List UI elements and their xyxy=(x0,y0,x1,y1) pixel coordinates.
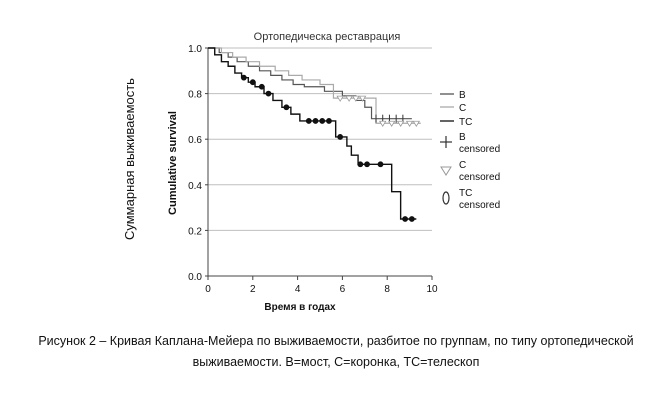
y-tick-label: 0.2 xyxy=(188,226,202,237)
censor-mark-tc xyxy=(312,118,319,124)
caption-line-2: выживаемости. В=мост, С=коронка, ТС=теле… xyxy=(192,355,480,369)
legend-label: censored xyxy=(459,172,500,183)
legend-circle-icon xyxy=(442,191,450,205)
x-tick-label: 8 xyxy=(384,284,390,295)
x-axis-label: Время в годах xyxy=(264,302,336,313)
caption-line-1: Рисунок 2 – Кривая Каплана-Мейера по выж… xyxy=(38,334,634,348)
censor-mark-tc xyxy=(319,118,326,124)
censor-mark-c xyxy=(345,95,353,102)
legend-label: C xyxy=(459,160,466,171)
y-tick-label: 0.0 xyxy=(188,272,202,283)
x-tick-label: 4 xyxy=(295,284,301,295)
censor-mark-tc xyxy=(265,90,272,97)
legend-triangle-icon xyxy=(440,166,452,176)
censor-mark-tc xyxy=(402,216,409,222)
y-tick-label: 0.6 xyxy=(188,135,202,146)
censor-mark-tc xyxy=(283,104,290,111)
censor-marks xyxy=(240,74,421,222)
censor-mark-tc xyxy=(240,74,247,81)
censor-mark-c xyxy=(396,120,405,128)
gridlines xyxy=(208,47,432,231)
censor-mark-tc xyxy=(408,216,415,222)
series-line-c xyxy=(208,47,421,124)
x-tick-label: 0 xyxy=(205,284,211,295)
censor-mark-tc xyxy=(305,118,312,124)
legend-label: B xyxy=(459,132,466,143)
y-tick-label: 0.4 xyxy=(188,181,202,192)
censor-mark-tc xyxy=(258,83,265,90)
censor-mark-c xyxy=(379,120,387,128)
legend-label: C xyxy=(459,103,466,114)
legend-label: TC xyxy=(459,117,472,128)
legend-label: censored xyxy=(459,144,500,155)
x-tick-label: 6 xyxy=(340,284,346,295)
censor-mark-c xyxy=(412,120,421,128)
censor-mark-tc xyxy=(357,161,364,168)
censor-mark-c xyxy=(336,95,344,102)
censor-mark-tc xyxy=(326,118,332,124)
legend-label: TC xyxy=(459,188,472,199)
x-tick-label: 2 xyxy=(250,284,256,295)
legend-label: B xyxy=(459,90,466,101)
axes xyxy=(205,47,433,280)
censor-mark-c xyxy=(387,120,396,128)
y-axis-label: Cumulative survival xyxy=(167,111,179,215)
figure-caption: Рисунок 2 – Кривая Каплана-Мейера по выж… xyxy=(0,331,672,373)
censor-mark-tc xyxy=(364,161,370,168)
x-tick-label: 10 xyxy=(426,284,438,295)
series-line-tc xyxy=(208,47,417,220)
censor-mark-tc xyxy=(337,134,344,140)
censor-mark-tc xyxy=(249,79,256,86)
series-lines xyxy=(208,47,421,220)
censor-mark-c xyxy=(358,95,367,102)
outer-y-axis-label: Суммарная выживаемость xyxy=(122,78,137,240)
censor-mark-c xyxy=(405,120,414,128)
tick-labels: 0.0 0.2 0.4 0.6 0.8 1.0 0 2 4 6 8 10 xyxy=(188,44,438,295)
censor-mark-tc xyxy=(377,161,384,168)
censor-mark-c xyxy=(352,95,360,102)
y-tick-label: 1.0 xyxy=(188,44,202,55)
series-line-b xyxy=(208,47,412,120)
legend-label: censored xyxy=(459,200,500,211)
chart-title: Ортопедическа реставрация xyxy=(254,31,401,43)
y-tick-label: 0.8 xyxy=(188,90,202,101)
